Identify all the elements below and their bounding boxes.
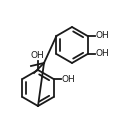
Text: OH: OH <box>95 50 108 59</box>
Text: OH: OH <box>61 75 75 83</box>
Text: OH: OH <box>30 51 43 60</box>
Text: OH: OH <box>95 31 108 41</box>
